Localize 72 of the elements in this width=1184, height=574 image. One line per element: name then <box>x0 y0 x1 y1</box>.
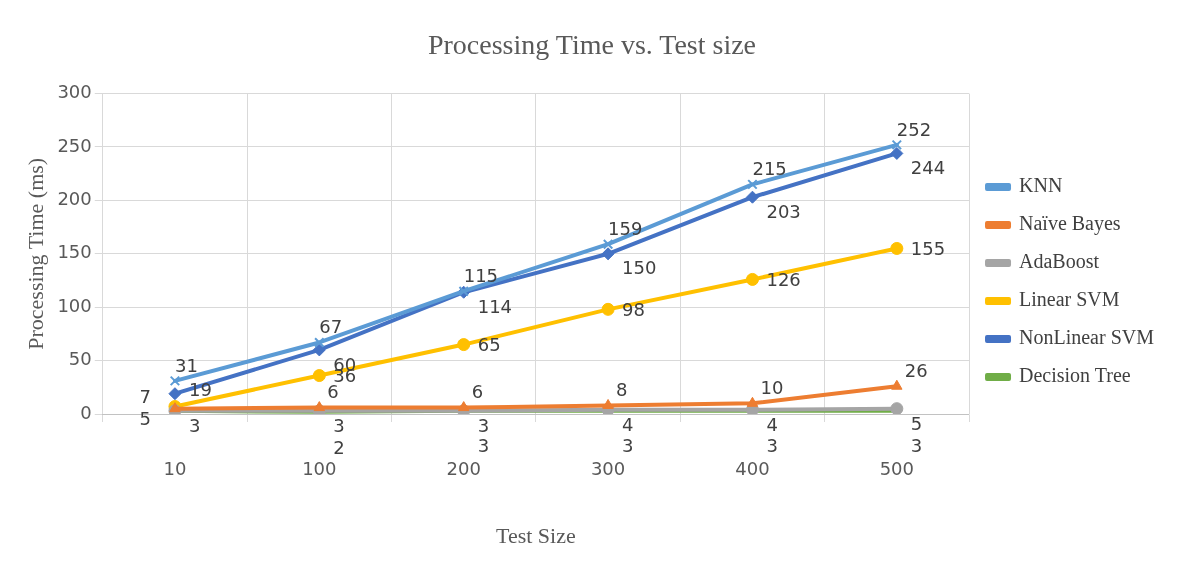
y-tick-label: 250 <box>57 134 92 156</box>
data-label: 4 <box>766 414 778 436</box>
data-label: 6 <box>471 381 484 403</box>
point <box>168 387 182 401</box>
data-label: 3 <box>477 435 490 457</box>
point <box>312 369 326 383</box>
data-label: 3 <box>477 415 490 437</box>
point <box>745 272 759 286</box>
data-label: 65 <box>477 334 501 356</box>
chart-title: Processing Time vs. Test size <box>427 29 757 61</box>
data-label: 155 <box>910 238 946 260</box>
point <box>314 337 325 348</box>
data-label: 159 <box>608 217 643 239</box>
data-label: 150 <box>622 257 657 279</box>
data-label: 7 <box>139 386 151 408</box>
y-tick-label: 200 <box>57 188 92 210</box>
x-tick-label: 200 <box>446 458 481 480</box>
legend-label: Decision Tree <box>1019 364 1131 387</box>
point <box>602 238 614 250</box>
y-tick-label: 50 <box>68 348 92 370</box>
data-label: 3 <box>188 415 201 437</box>
x-tick-label: 500 <box>879 458 915 480</box>
x-tick-label: 300 <box>590 458 626 480</box>
point <box>312 343 326 357</box>
point <box>601 247 615 261</box>
point <box>891 379 903 390</box>
data-label: 67 <box>319 316 343 338</box>
data-label: 3 <box>333 415 345 437</box>
data-label: 6 <box>327 381 339 403</box>
data-label: 2 <box>333 436 345 458</box>
y-tick-label: 100 <box>57 294 92 316</box>
x-tick-label: 10 <box>163 458 187 480</box>
legend-label: NonLinear SVM <box>1019 326 1155 349</box>
data-label: 244 <box>910 157 946 179</box>
point <box>891 139 903 151</box>
data-label: 31 <box>174 354 198 376</box>
data-label: 3 <box>766 435 778 457</box>
data-label: 4 <box>622 414 634 436</box>
point <box>602 398 614 409</box>
y-tick-label: 0 <box>80 401 92 423</box>
x-axis-title: Test Size <box>496 522 576 548</box>
data-label: 203 <box>766 200 801 222</box>
y-axis-title: Processing Time (ms) <box>22 157 48 350</box>
data-label: 215 <box>752 158 787 180</box>
point <box>601 302 615 316</box>
data-label: 3 <box>910 435 923 457</box>
legend-label: Linear SVM <box>1019 288 1120 311</box>
point <box>890 241 904 255</box>
point <box>745 190 759 204</box>
data-label: 114 <box>477 295 513 317</box>
data-label: 5 <box>139 408 151 430</box>
point <box>890 146 904 160</box>
data-label: 115 <box>463 264 499 286</box>
data-label: 252 <box>896 118 932 140</box>
data-label: 10 <box>760 376 784 398</box>
data-label: 3 <box>622 435 634 457</box>
data-label: 126 <box>766 269 801 291</box>
data-label: 8 <box>616 379 628 401</box>
point <box>747 179 758 190</box>
point <box>746 396 759 407</box>
point <box>890 402 904 414</box>
legend-label: KNN <box>1019 174 1063 197</box>
data-label: 5 <box>910 413 923 435</box>
legend-label: Naïve Bayes <box>1019 212 1121 236</box>
y-tick-label: 300 <box>57 81 92 103</box>
x-tick-label: 400 <box>735 458 770 480</box>
x-tick-label: 100 <box>302 458 337 480</box>
point <box>169 375 181 387</box>
data-label: 26 <box>904 359 928 381</box>
point <box>457 338 471 352</box>
legend-label: AdaBoost <box>1019 250 1100 273</box>
y-tick-label: 150 <box>57 241 92 263</box>
